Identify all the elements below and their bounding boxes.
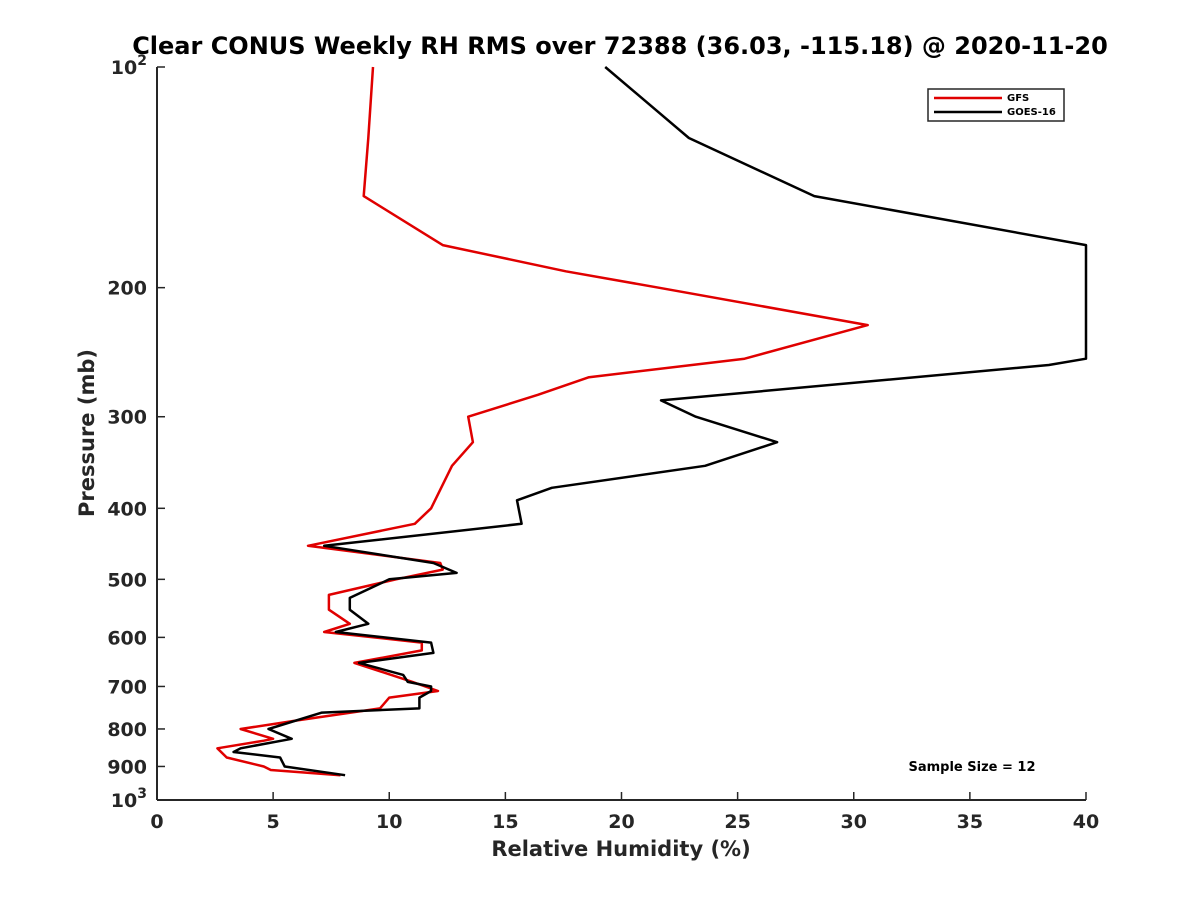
legend-label-gfs: GFS <box>1007 93 1029 104</box>
y-ticks: 102 200 300 400 500 600 700 800 900 103 <box>107 53 165 812</box>
y-tick-label: 103 <box>111 786 147 812</box>
y-tick-label: 500 <box>107 569 147 591</box>
y-tick-label: 200 <box>107 278 147 300</box>
legend: GFS GOES-16 <box>927 88 1065 122</box>
x-tick-label: 25 <box>724 811 750 833</box>
series-lines <box>216 66 1088 777</box>
y-tick-label: 400 <box>107 498 147 520</box>
chart-title: Clear CONUS Weekly RH RMS over 72388 (36… <box>132 32 1108 60</box>
x-tick-label: 10 <box>376 811 402 833</box>
series-line-goes16 <box>232 66 1088 777</box>
y-tick-label: 300 <box>107 407 147 429</box>
x-tick-label: 15 <box>492 811 518 833</box>
y-axis-label: Pressure (mb) <box>75 349 99 517</box>
series-line-gfs <box>216 66 869 777</box>
y-tick-label: 102 <box>111 53 147 79</box>
legend-label-goes16: GOES-16 <box>1007 107 1056 118</box>
x-tick-label: 5 <box>267 811 280 833</box>
x-tick-label: 35 <box>957 811 983 833</box>
x-ticks: 0 5 10 15 20 25 30 35 40 <box>150 792 1099 833</box>
x-axis-label: Relative Humidity (%) <box>491 837 750 861</box>
sample-size-annotation: Sample Size = 12 <box>908 760 1035 775</box>
x-tick-label: 30 <box>841 811 867 833</box>
y-tick-label: 900 <box>107 756 147 778</box>
legend-box <box>927 88 1065 122</box>
y-tick-label: 600 <box>107 627 147 649</box>
x-tick-label: 40 <box>1073 811 1099 833</box>
x-tick-label: 0 <box>150 811 163 833</box>
y-tick-label: 700 <box>107 676 147 698</box>
y-tick-label: 800 <box>107 719 147 741</box>
x-tick-label: 20 <box>608 811 634 833</box>
plot-area <box>156 67 1086 801</box>
